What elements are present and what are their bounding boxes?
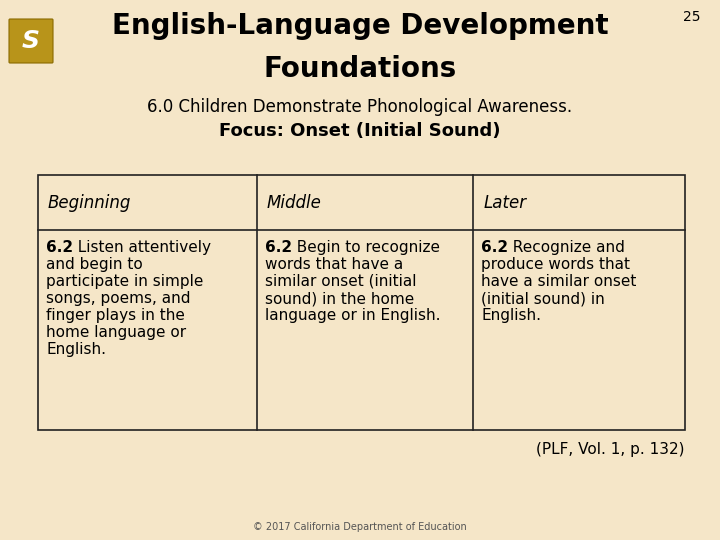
Text: English-Language Development: English-Language Development bbox=[112, 12, 608, 40]
Text: language or in English.: language or in English. bbox=[265, 308, 440, 323]
Text: S: S bbox=[22, 29, 40, 53]
Text: 6.2: 6.2 bbox=[46, 240, 73, 255]
Text: Later: Later bbox=[483, 193, 526, 212]
Text: Focus: Onset (Initial Sound): Focus: Onset (Initial Sound) bbox=[220, 122, 500, 140]
Text: (initial sound) in: (initial sound) in bbox=[482, 291, 606, 306]
Bar bbox=[38, 175, 685, 430]
Text: 25: 25 bbox=[683, 10, 700, 24]
Text: Beginning: Beginning bbox=[48, 193, 131, 212]
Text: participate in simple: participate in simple bbox=[46, 274, 203, 289]
Text: sound) in the home: sound) in the home bbox=[265, 291, 414, 306]
Text: Begin to recognize: Begin to recognize bbox=[287, 240, 440, 255]
Text: © 2017 California Department of Education: © 2017 California Department of Educatio… bbox=[253, 522, 467, 532]
Text: and begin to: and begin to bbox=[46, 257, 143, 272]
Text: have a similar onset: have a similar onset bbox=[482, 274, 636, 289]
Text: produce words that: produce words that bbox=[482, 257, 631, 272]
FancyBboxPatch shape bbox=[9, 19, 53, 63]
Text: (PLF, Vol. 1, p. 132): (PLF, Vol. 1, p. 132) bbox=[536, 442, 685, 457]
Text: similar onset (initial: similar onset (initial bbox=[265, 274, 416, 289]
Text: Foundations: Foundations bbox=[264, 55, 456, 83]
Text: 6.0 Children Demonstrate Phonological Awareness.: 6.0 Children Demonstrate Phonological Aw… bbox=[148, 98, 572, 116]
Text: Listen attentively: Listen attentively bbox=[68, 240, 211, 255]
Text: words that have a: words that have a bbox=[265, 257, 403, 272]
Text: English.: English. bbox=[482, 308, 541, 323]
Text: songs, poems, and: songs, poems, and bbox=[46, 291, 191, 306]
Text: Recognize and: Recognize and bbox=[503, 240, 625, 255]
Text: 6.2: 6.2 bbox=[265, 240, 292, 255]
Text: home language or: home language or bbox=[46, 325, 186, 340]
Text: Middle: Middle bbox=[266, 193, 322, 212]
Text: English.: English. bbox=[46, 342, 106, 357]
Text: finger plays in the: finger plays in the bbox=[46, 308, 185, 323]
Text: 6.2: 6.2 bbox=[482, 240, 508, 255]
